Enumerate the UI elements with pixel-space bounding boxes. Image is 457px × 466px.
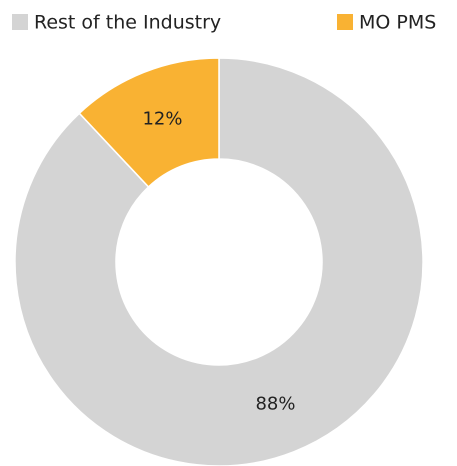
slice-label: 12%: [142, 108, 182, 129]
donut-slice: [14, 57, 424, 466]
legend-swatch: [337, 14, 353, 30]
legend-label: Rest of the Industry: [34, 12, 221, 34]
legend-swatch: [12, 14, 28, 30]
donut-slice: [78, 57, 220, 188]
legend-label: MO PMS: [359, 12, 436, 34]
slice-label: 88%: [255, 394, 295, 415]
